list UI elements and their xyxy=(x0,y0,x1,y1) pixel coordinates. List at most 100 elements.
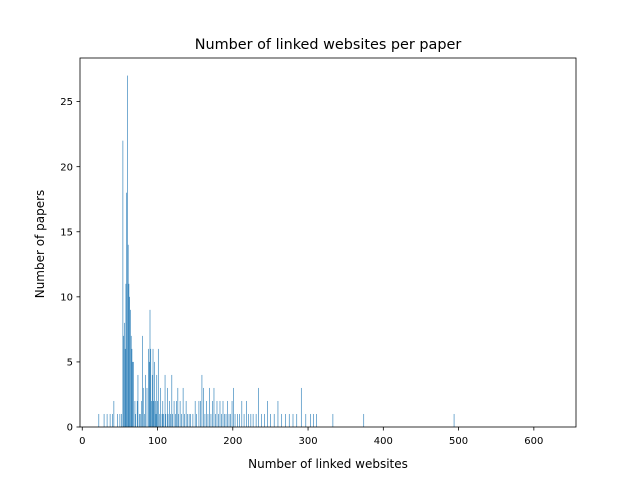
axes-frame xyxy=(79,57,577,428)
bar-1 xyxy=(103,413,105,427)
bar-71 xyxy=(184,413,185,427)
bar-59 xyxy=(169,400,170,427)
bar-88 xyxy=(212,400,213,427)
bar-14 xyxy=(126,192,127,427)
x-tick-label: 100 xyxy=(148,436,167,447)
bar-34 xyxy=(145,374,146,427)
bar-65 xyxy=(176,400,177,427)
bar-39 xyxy=(150,348,152,427)
bar-94 xyxy=(221,413,222,427)
bar-90 xyxy=(215,413,216,427)
bar-110 xyxy=(250,413,252,427)
bar-87 xyxy=(210,413,212,427)
bar-46 xyxy=(155,413,157,427)
bar-43 xyxy=(153,400,155,427)
bar-109 xyxy=(248,413,249,427)
bar-122 xyxy=(288,413,290,427)
y-tick-label: 10 xyxy=(60,292,73,303)
bar-37 xyxy=(148,361,150,427)
bar-31 xyxy=(142,335,143,427)
bar-127 xyxy=(310,413,311,427)
bar-61 xyxy=(171,374,173,427)
bar-32 xyxy=(142,387,144,427)
x-axis-label: Number of linked websites xyxy=(248,457,408,471)
bar-38 xyxy=(149,309,151,427)
bar-7 xyxy=(119,413,121,427)
bar-117 xyxy=(270,413,271,427)
bar-81 xyxy=(201,374,203,427)
x-tick-label: 500 xyxy=(449,436,468,447)
bar-55 xyxy=(164,374,166,427)
bar-98 xyxy=(227,400,228,427)
y-tick-label: 0 xyxy=(67,423,73,434)
bar-126 xyxy=(305,413,307,427)
bar-54 xyxy=(163,413,164,427)
bar-52 xyxy=(161,413,163,427)
bar-57 xyxy=(167,387,168,427)
bar-102 xyxy=(233,387,234,427)
bars-group xyxy=(98,75,455,427)
bar-36 xyxy=(148,348,149,427)
y-tick-label: 5 xyxy=(67,358,73,369)
x-tick-label: 400 xyxy=(374,436,393,447)
x-tick-label: 200 xyxy=(223,436,242,447)
bar-26 xyxy=(136,400,138,427)
bar-129 xyxy=(316,413,317,427)
bar-115 xyxy=(264,413,265,427)
bar-70 xyxy=(182,387,184,427)
bar-13 xyxy=(125,283,127,427)
bar-107 xyxy=(243,413,245,427)
bar-56 xyxy=(165,413,167,427)
bar-95 xyxy=(222,400,224,427)
chart-title: Number of linked websites per paper xyxy=(195,37,462,53)
bar-16 xyxy=(127,244,129,427)
bar-68 xyxy=(179,400,181,427)
bar-104 xyxy=(237,413,238,427)
bar-99 xyxy=(228,413,230,427)
bar-48 xyxy=(157,400,158,427)
bar-25 xyxy=(135,413,136,427)
bar-83 xyxy=(204,413,206,427)
bar-82 xyxy=(203,387,204,427)
bar-89 xyxy=(213,387,215,427)
bar-86 xyxy=(209,387,210,427)
bar-132 xyxy=(453,413,455,427)
bar-106 xyxy=(241,400,243,427)
bar-8 xyxy=(121,413,122,427)
bar-11 xyxy=(124,322,125,427)
bar-35 xyxy=(146,387,148,427)
bar-58 xyxy=(167,413,169,427)
bar-114 xyxy=(261,413,262,427)
bar-50 xyxy=(159,413,161,427)
bar-64 xyxy=(175,413,176,427)
y-tick-label: 15 xyxy=(60,227,73,238)
bar-45 xyxy=(154,400,156,427)
bar-92 xyxy=(218,413,219,427)
bar-119 xyxy=(277,400,279,427)
bar-2 xyxy=(106,413,108,427)
bar-21 xyxy=(131,348,133,427)
bar-96 xyxy=(224,413,225,427)
bar-3 xyxy=(109,413,111,427)
bar-124 xyxy=(296,413,298,427)
bar-33 xyxy=(144,413,146,427)
bar-6 xyxy=(117,413,118,427)
bar-77 xyxy=(194,400,196,427)
bar-113 xyxy=(258,387,259,427)
bar-118 xyxy=(273,413,275,427)
bar-17 xyxy=(128,283,130,427)
bar-41 xyxy=(151,374,153,427)
bar-27 xyxy=(137,374,139,427)
bar-120 xyxy=(281,413,283,427)
bar-29 xyxy=(139,413,141,427)
bar-10 xyxy=(123,335,124,427)
y-tick-label: 25 xyxy=(60,97,73,108)
y-tick-label: 20 xyxy=(60,162,73,173)
bar-75 xyxy=(190,413,191,427)
bar-74 xyxy=(188,413,190,427)
bar-72 xyxy=(185,400,187,427)
bar-79 xyxy=(198,400,200,427)
bar-67 xyxy=(178,413,179,427)
bar-18 xyxy=(129,296,130,427)
